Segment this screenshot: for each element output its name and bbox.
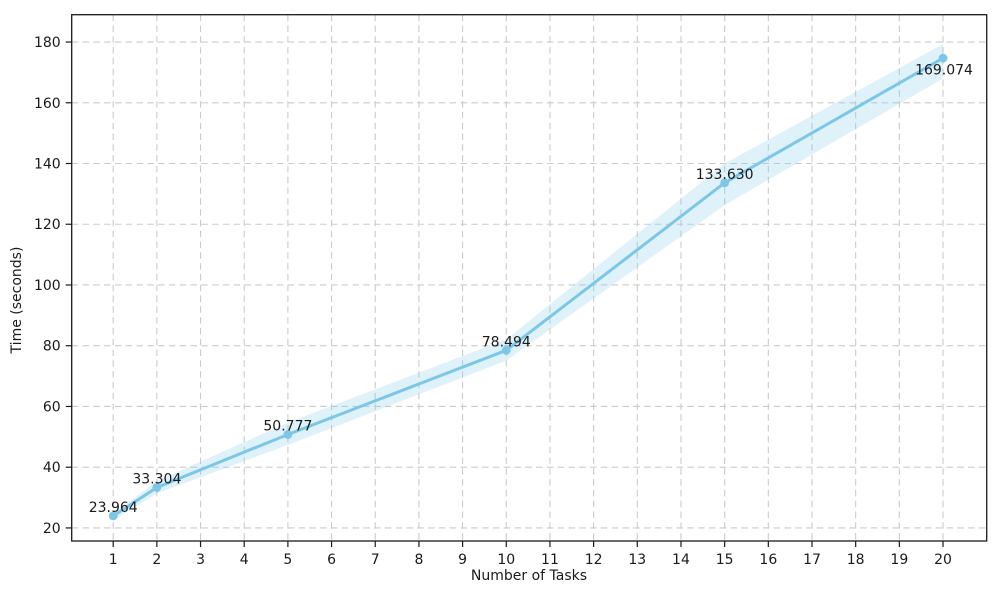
x-tick-label-19: 19 — [890, 552, 908, 568]
data-point-x1 — [108, 511, 118, 521]
y-tick-label-160: 160 — [34, 96, 61, 112]
point-label-x5: 50.777 — [263, 418, 312, 434]
x-tick-label-2: 2 — [152, 552, 161, 568]
point-label-x10: 78.494 — [482, 334, 531, 350]
point-label-x1: 23.964 — [89, 500, 138, 516]
x-tick-label-12: 12 — [585, 552, 603, 568]
y-tick-label-40: 40 — [43, 460, 61, 476]
point-annotations: 23.964 33.304 50.777 78.494 133.630 169.074 — [89, 63, 973, 516]
x-tick-label-6: 6 — [327, 552, 336, 568]
data-point-x20 — [938, 53, 948, 63]
data-point-x15 — [720, 178, 730, 188]
time-series-line — [111, 56, 945, 518]
y-tick-label-80: 80 — [43, 339, 61, 355]
x-tick-label-20: 20 — [934, 552, 952, 568]
x-tick-label-5: 5 — [283, 552, 292, 568]
data-points — [108, 53, 948, 521]
data-point-x5 — [283, 430, 293, 439]
x-tick-label-13: 13 — [628, 552, 646, 568]
x-tick-label-14: 14 — [672, 552, 690, 568]
plot-frame — [71, 14, 988, 542]
x-tick-label-3: 3 — [196, 552, 205, 568]
y-tick-label-140: 140 — [34, 157, 61, 173]
x-tick-label-4: 4 — [240, 552, 249, 568]
y-tick-label-20: 20 — [43, 521, 61, 537]
axis-ticks: 1 2 3 4 5 6 7 8 9 10 11 12 13 14 15 16 17 18 19 20204060801… — [34, 35, 952, 568]
x-tick-label-18: 18 — [847, 552, 865, 568]
x-tick-label-1: 1 — [109, 552, 118, 568]
data-point-x10 — [501, 345, 511, 355]
y-tick-label-120: 120 — [34, 217, 61, 233]
x-tick-label-8: 8 — [414, 552, 423, 568]
point-label-x15: 133.630 — [696, 167, 754, 183]
x-tick-label-7: 7 — [371, 552, 380, 568]
data-point-x2 — [152, 483, 162, 492]
point-label-x2: 33.304 — [132, 472, 181, 488]
x-tick-label-9: 9 — [458, 552, 467, 568]
y-tick-label-180: 180 — [34, 35, 61, 51]
x-tick-label-16: 16 — [759, 552, 777, 568]
x-tick-label-11: 11 — [541, 552, 559, 568]
confidence-band — [113, 44, 944, 521]
x-tick-label-17: 17 — [803, 552, 821, 568]
x-tick-label-15: 15 — [716, 552, 734, 568]
point-label-x20: 169.074 — [915, 63, 973, 79]
grid-lines — [71, 14, 987, 541]
y-tick-label-60: 60 — [43, 399, 61, 415]
y-tick-label-100: 100 — [34, 278, 61, 294]
x-tick-label-10: 10 — [497, 552, 515, 568]
